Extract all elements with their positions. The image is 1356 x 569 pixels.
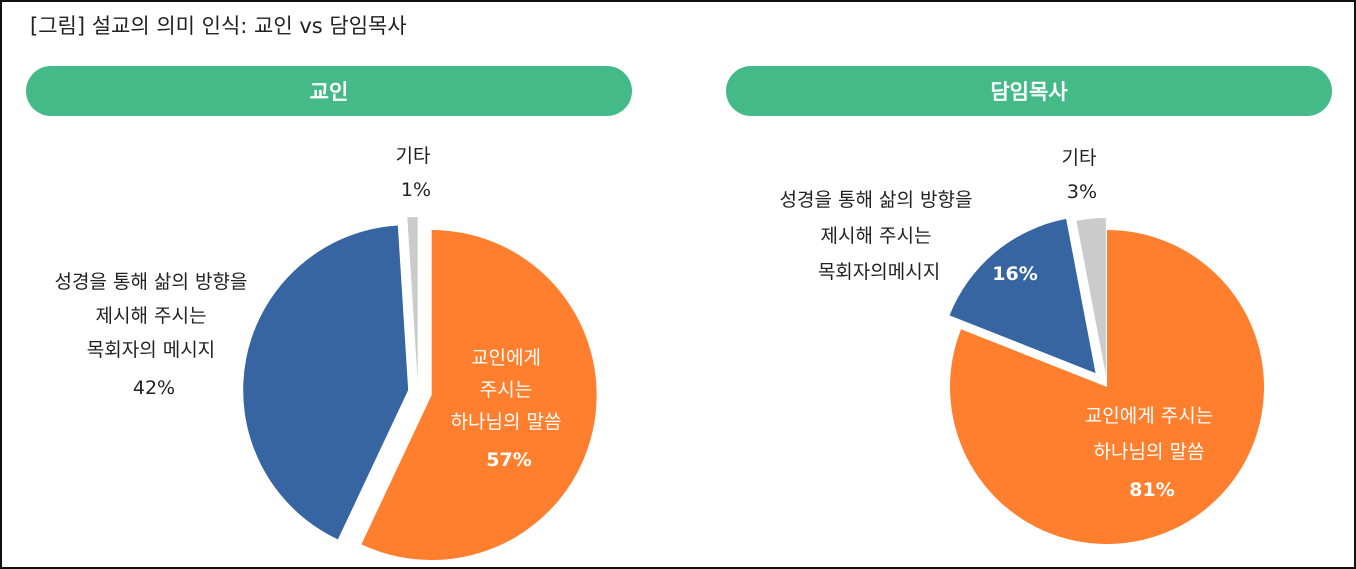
pie-chart-pastors: 교인에게 주시는 하나님의 말씀 81% 성경을 통해 삶의 방향을 제시해 주… xyxy=(780,147,1265,544)
slice-value-pastor-message: 16% xyxy=(992,263,1037,285)
pie-chart-members: 교인에게 주시는 하나님의 말씀 57% 성경을 통해 삶의 방향을 제시해 주… xyxy=(55,145,597,561)
pie-slice-other xyxy=(407,217,418,383)
panel-header-members: 교인 xyxy=(26,66,632,116)
slice-label-sermon-word: 교인에게 주시는 하나님의 말씀 57% xyxy=(451,347,568,471)
figure-title: [그림] 설교의 의미 인식: 교인 vs 담임목사 xyxy=(30,14,407,38)
pie-slice-pastor-message xyxy=(243,225,409,540)
slice-label-sermon-word: 교인에게 주시는 하나님의 말씀 81% xyxy=(1085,405,1219,501)
panel-header-pastors: 담임목사 xyxy=(726,66,1332,116)
pie-slice-sermon-word xyxy=(361,230,597,561)
slice-label-pastor-message: 성경을 통해 삶의 방향을 제시해 주시는 목회자의메시지 xyxy=(780,189,979,283)
pie-slice-pastor-message xyxy=(949,218,1096,374)
pie-slice-other xyxy=(1076,218,1106,376)
slice-label-other: 기타 1% xyxy=(395,145,436,201)
slice-label-other: 기타 3% xyxy=(1061,147,1102,203)
pie-slice-sermon-word xyxy=(950,229,1265,544)
slice-label-pastor-message: 성경을 통해 삶의 방향을 제시해 주시는 목회자의 메시지 42% xyxy=(55,271,254,399)
